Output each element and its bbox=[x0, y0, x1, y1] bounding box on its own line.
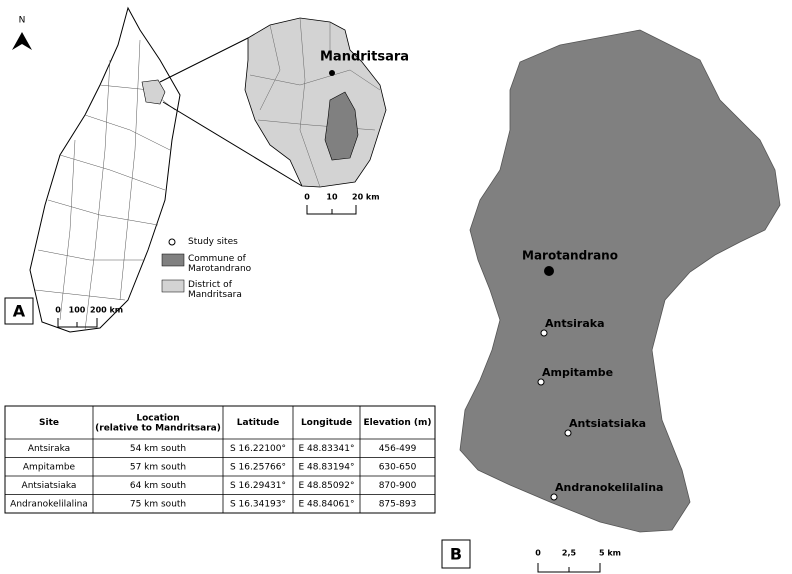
scale-label: 100 bbox=[69, 306, 86, 315]
scale-label: 0 bbox=[535, 549, 541, 558]
zoom-line bbox=[159, 37, 249, 83]
legend-entry: District of Mandritsara bbox=[188, 280, 242, 300]
north-arrow bbox=[12, 32, 32, 50]
table-cell: 456-499 bbox=[379, 444, 417, 454]
legend-entry: Study sites bbox=[188, 237, 238, 247]
table-cell: 75 km south bbox=[130, 499, 186, 509]
site-label: Ampitambe bbox=[542, 366, 613, 379]
scale-label: 0 bbox=[55, 306, 61, 315]
table-cell: Antsiraka bbox=[28, 444, 70, 454]
table-header: Longitude bbox=[301, 418, 352, 428]
mandritsara-district bbox=[141, 79, 166, 105]
inset-district bbox=[244, 17, 387, 188]
scale-label: 20 km bbox=[352, 193, 380, 202]
table-cell: Andranokelilalina bbox=[10, 499, 88, 509]
scale-label: 2,5 bbox=[562, 549, 577, 558]
scale-bar bbox=[537, 563, 601, 573]
table-header: Site bbox=[39, 418, 59, 428]
sites: Antsiraka Ampitambe Antsiatsiaka Andranokel… bbox=[537, 317, 663, 501]
district-boundaries bbox=[34, 39, 176, 331]
scale-label: 5 km bbox=[599, 549, 621, 558]
scale-bar bbox=[306, 205, 357, 215]
legend-symbol bbox=[161, 279, 185, 293]
site-label: Antsiatsiaka bbox=[569, 417, 646, 430]
table-cell: E 48.83341° bbox=[299, 444, 355, 454]
legend-symbol bbox=[168, 238, 176, 246]
panel-label-box bbox=[4, 297, 34, 325]
table-header-line: (relative to Mandritsara) bbox=[95, 423, 221, 433]
panel-label: B bbox=[450, 545, 462, 564]
table-cell: S 16.34193° bbox=[230, 499, 286, 509]
site-point bbox=[540, 329, 548, 337]
legend-entry: Commune of Marotandrano bbox=[188, 254, 252, 274]
table-cell: S 16.25766° bbox=[230, 462, 286, 472]
table-header: Elevation (m) bbox=[364, 418, 432, 428]
table-cell: S 16.22100° bbox=[230, 444, 286, 454]
site-point bbox=[550, 493, 558, 501]
commune-point bbox=[544, 266, 554, 276]
panel-label: A bbox=[13, 302, 26, 321]
commune-area bbox=[459, 29, 781, 533]
table-border bbox=[4, 405, 436, 514]
site-table: Site Location (relative to Mandritsara) Lat… bbox=[4, 405, 436, 514]
scale-label: 200 km bbox=[90, 306, 123, 315]
inset-label: Mandritsara bbox=[320, 50, 409, 65]
table-cell: 630-650 bbox=[379, 462, 417, 472]
table-cell: 57 km south bbox=[130, 462, 186, 472]
site-point bbox=[537, 378, 545, 386]
table-cell: 54 km south bbox=[130, 444, 186, 454]
table-cell: Antsiatsiaka bbox=[22, 481, 77, 491]
table-cell: S 16.29431° bbox=[230, 481, 286, 491]
north-label: N bbox=[19, 16, 26, 26]
zoom-line bbox=[162, 101, 303, 187]
table-cell: 875-893 bbox=[379, 499, 417, 509]
site-label: Andranokelilalina bbox=[555, 481, 663, 494]
table-header: Latitude bbox=[237, 418, 279, 428]
table-header: Location (relative to Mandritsara) bbox=[95, 413, 221, 433]
inset-commune bbox=[324, 91, 359, 161]
table-header-line: Location bbox=[136, 413, 179, 423]
table-cell: E 48.84061° bbox=[299, 499, 355, 509]
site-label: Antsiraka bbox=[545, 317, 605, 330]
site-point bbox=[564, 429, 572, 437]
table-cell: Ampitambe bbox=[23, 462, 76, 472]
legend-symbol bbox=[161, 253, 185, 267]
commune-label: Marotandrano bbox=[522, 249, 618, 263]
table-cell: E 48.85092° bbox=[299, 481, 355, 491]
mandritsara-point bbox=[329, 70, 335, 76]
scale-label: 0 bbox=[304, 193, 310, 202]
scale-label: 10 bbox=[326, 193, 338, 202]
table-cell: 870-900 bbox=[379, 481, 417, 491]
table-cell: E 48.83194° bbox=[299, 462, 355, 472]
madagascar-outline bbox=[29, 6, 181, 333]
table-cell: 64 km south bbox=[130, 481, 186, 491]
panel-label-box bbox=[441, 539, 471, 569]
scale-bar bbox=[57, 318, 98, 328]
